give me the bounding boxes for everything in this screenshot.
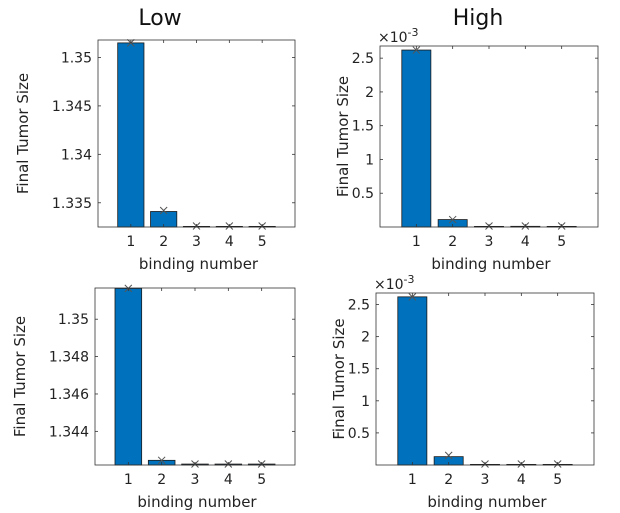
- p1-y-tick-label-4: 1.35: [61, 50, 92, 66]
- p4-x-axis-label: binding number: [427, 493, 547, 511]
- p4-y-exponent-value: -3: [404, 273, 415, 286]
- p1-bar-1: [117, 42, 145, 228]
- p2-y-exponent-value: -3: [408, 26, 419, 39]
- p4-y-tick-label-1: 0.5: [348, 426, 370, 442]
- p3-x-tick-label-2: 2: [157, 472, 166, 488]
- p3-x-tick-label-4: 4: [224, 472, 233, 488]
- p1-x-tick-label-3: 3: [192, 234, 201, 250]
- p4-y-tick-label-4: 2: [361, 330, 370, 346]
- p4-bar-1: [397, 296, 428, 466]
- p1-y-axis-label: Final Tumor Size: [14, 73, 32, 194]
- p2-y-tick-label-3: 1.5: [352, 119, 374, 135]
- p2-x-axis-label: binding number: [431, 255, 551, 273]
- p2-marker-2: [448, 215, 457, 224]
- p4-y-tick-label-3: 1.5: [348, 362, 370, 378]
- p2-x-tick-label-1: 1: [412, 234, 421, 250]
- p4-x-tick-label-3: 3: [481, 472, 490, 488]
- p2-y-axis-label: Final Tumor Size: [334, 76, 352, 197]
- p3-x-tick-label-5: 5: [257, 472, 266, 488]
- p1-marker-2: [159, 206, 168, 215]
- p2-x-tick-label-5: 5: [557, 234, 566, 250]
- p2-bar-1: [401, 49, 432, 228]
- p1-x-tick-label-1: 1: [126, 234, 135, 250]
- p2-x-tick-label-4: 4: [521, 234, 530, 250]
- p2-y-tick-label-4: 2: [365, 85, 374, 101]
- p4-y-tick-label-5: 2.5: [348, 298, 370, 314]
- p4-x-tick-label-4: 4: [517, 472, 526, 488]
- p1-y-tick-label-3: 1.345: [52, 99, 92, 115]
- p3-marker-2: [157, 456, 166, 465]
- p1-x-tick-label-5: 5: [258, 234, 267, 250]
- p2-x-tick-label-3: 3: [485, 234, 494, 250]
- p3-y-tick-label-3: 1.348: [49, 350, 89, 366]
- p4-x-tick-label-2: 2: [444, 472, 453, 488]
- p3-y-tick-label-1: 1.344: [49, 424, 89, 440]
- p2-y-tick-label-2: 1: [365, 152, 374, 168]
- p1-y-tick-label-2: 1.34: [61, 147, 92, 163]
- p3-bar-1: [114, 287, 143, 466]
- p4-y-tick-label-2: 1: [361, 394, 370, 410]
- p3-x-tick-label-1: 1: [124, 472, 133, 488]
- p3-x-tick-label-3: 3: [191, 472, 200, 488]
- p3-y-axis-label: Final Tumor Size: [11, 316, 29, 437]
- p4-y-exponent: ×10-3: [374, 273, 415, 293]
- p3-x-axis-label: binding number: [137, 493, 257, 511]
- column-title-high: High: [452, 6, 504, 31]
- p3-y-tick-label-4: 1.35: [58, 312, 89, 328]
- p2-marker-1: [412, 46, 421, 54]
- p2-x-tick-label-2: 2: [448, 234, 457, 250]
- p3-y-tick-label-2: 1.346: [49, 387, 89, 403]
- p2-y-exponent: ×10-3: [378, 26, 419, 46]
- p1-y-tick-label-1: 1.335: [52, 196, 92, 212]
- p1-x-axis-label: binding number: [139, 255, 259, 273]
- p4-marker-1: [408, 292, 417, 301]
- p2-y-tick-label-5: 2.5: [352, 51, 374, 67]
- column-title-low: Low: [138, 6, 182, 31]
- p1-x-tick-label-2: 2: [159, 234, 168, 250]
- p4-marker-2: [444, 451, 453, 460]
- p4-y-axis-label: Final Tumor Size: [330, 318, 348, 439]
- p1-x-tick-label-4: 4: [225, 234, 234, 250]
- p4-x-tick-label-1: 1: [408, 472, 417, 488]
- p2-y-tick-label-1: 0.5: [352, 186, 374, 202]
- p4-x-tick-label-5: 5: [553, 472, 562, 488]
